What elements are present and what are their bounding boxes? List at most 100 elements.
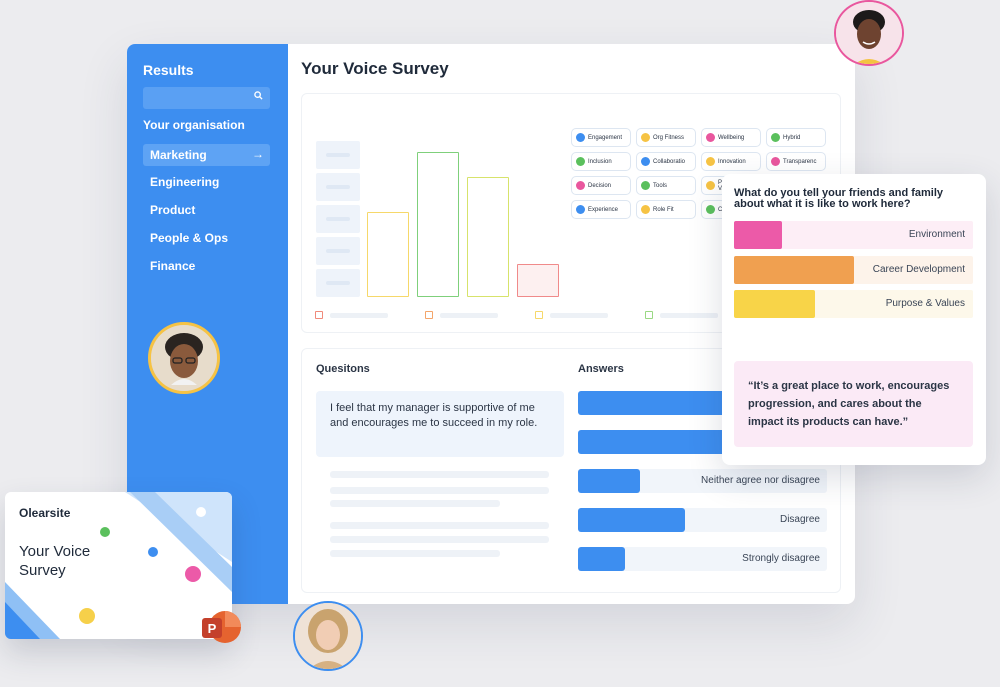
- friends-question-text: What do you tell your friends and family…: [734, 187, 944, 210]
- avatar: [148, 322, 220, 394]
- category-icon: [706, 157, 715, 166]
- theme-bar-fill: [734, 256, 854, 284]
- presentation-card[interactable]: Olearsite Your Voice Survey: [5, 492, 232, 639]
- sidebar-item-label: Product: [150, 203, 196, 217]
- answer-row[interactable]: Neither agree nor disagree: [578, 469, 827, 493]
- placeholder-line: [330, 550, 500, 557]
- placeholder-line: [330, 487, 549, 494]
- theme-row: Environment: [734, 221, 973, 249]
- quote-card: “It’s a great place to work, encourages …: [734, 361, 973, 447]
- category-label: Hybrid: [783, 134, 801, 141]
- theme-row: Purpose & Values: [734, 290, 973, 318]
- category-chip[interactable]: Experience: [571, 200, 631, 219]
- category-icon: [706, 205, 715, 214]
- sidebar-item-label: Marketing: [150, 148, 207, 162]
- axis-tick-placeholder: [316, 269, 360, 297]
- chart-bar[interactable]: [417, 152, 459, 297]
- chart-bar[interactable]: [517, 264, 559, 297]
- legend-swatch: [645, 311, 653, 319]
- sidebar: Results Your organisation Marketing → En…: [127, 44, 288, 604]
- sidebar-item-label: People & Ops: [150, 231, 229, 245]
- category-chip[interactable]: Decision: [571, 176, 631, 195]
- answer-bar-fill: [578, 508, 686, 532]
- category-icon: [641, 205, 650, 214]
- category-label: Inclusion: [588, 158, 612, 165]
- axis-tick-placeholder: [316, 237, 360, 265]
- category-icon: [576, 157, 585, 166]
- sidebar-item-marketing[interactable]: Marketing →: [143, 144, 270, 166]
- category-label: Innovation: [718, 158, 746, 165]
- legend-label-placeholder: [550, 313, 608, 318]
- legend-label-placeholder: [660, 313, 718, 318]
- answer-bar-fill: [578, 469, 641, 493]
- question-card[interactable]: I feel that my manager is supportive of …: [316, 391, 564, 457]
- category-label: Wellbeing: [718, 134, 745, 141]
- legend-label-placeholder: [330, 313, 388, 318]
- avatar: [293, 601, 363, 671]
- answer-label: Disagree: [779, 514, 820, 525]
- sidebar-org-heading: Your organisation: [143, 118, 245, 132]
- category-chip[interactable]: Wellbeing: [701, 128, 761, 147]
- category-icon: [641, 133, 650, 142]
- category-chip[interactable]: Transparenc: [766, 152, 826, 171]
- legend-swatch: [425, 311, 433, 319]
- category-icon: [706, 181, 715, 190]
- powerpoint-letter: P: [208, 621, 217, 636]
- category-chip[interactable]: Role Fit: [636, 200, 696, 219]
- placeholder-line: [330, 500, 500, 507]
- category-label: Decision: [588, 182, 612, 189]
- sidebar-item-label: Engineering: [150, 175, 220, 189]
- category-chip[interactable]: Innovation: [701, 152, 761, 171]
- answer-row[interactable]: Strongly disagree: [578, 547, 827, 571]
- answers-header: Answers: [578, 363, 624, 375]
- sidebar-item-product[interactable]: Product: [143, 199, 270, 221]
- category-icon: [576, 181, 585, 190]
- placeholder-line: [330, 536, 549, 543]
- category-label: Org Fitness: [653, 134, 685, 141]
- category-icon: [706, 133, 715, 142]
- category-icon: [576, 205, 585, 214]
- legend-label-placeholder: [440, 313, 498, 318]
- search-icon[interactable]: [254, 91, 263, 103]
- legend-swatch: [315, 311, 323, 319]
- answer-row[interactable]: Disagree: [578, 508, 827, 532]
- sidebar-item-people-ops[interactable]: People & Ops: [143, 227, 270, 249]
- category-label: Transparenc: [783, 158, 817, 165]
- legend-swatch: [535, 311, 543, 319]
- sidebar-item-engineering[interactable]: Engineering: [143, 171, 270, 193]
- axis-tick-placeholder: [316, 173, 360, 201]
- answer-bar-fill: [578, 547, 626, 571]
- questions-header: Quesitons: [316, 363, 370, 375]
- sidebar-item-finance[interactable]: Finance: [143, 255, 270, 277]
- category-label: Engagement: [588, 134, 623, 141]
- category-icon: [641, 157, 650, 166]
- category-chip[interactable]: Hybrid: [766, 128, 826, 147]
- deck-brand: Olearsite: [19, 506, 71, 520]
- axis-tick-placeholder: [316, 205, 360, 233]
- category-label: Tools: [653, 182, 668, 189]
- category-chip[interactable]: Inclusion: [571, 152, 631, 171]
- deck-title: Your Voice Survey: [19, 543, 91, 579]
- answer-label: Neither agree nor disagree: [701, 475, 820, 486]
- category-chip[interactable]: Collaboratio: [636, 152, 696, 171]
- category-icon: [771, 133, 780, 142]
- chart-bar[interactable]: [367, 212, 409, 297]
- arrow-right-icon: →: [252, 147, 264, 161]
- page-title: Your Voice Survey: [301, 59, 449, 78]
- axis-tick-placeholder: [316, 141, 360, 169]
- theme-label: Purpose & Values: [885, 298, 965, 309]
- theme-row: Career Development: [734, 256, 973, 284]
- theme-bar-fill: [734, 221, 782, 249]
- theme-bar-fill: [734, 290, 816, 318]
- category-chip[interactable]: Org Fitness: [636, 128, 696, 147]
- category-chip[interactable]: Tools: [636, 176, 696, 195]
- theme-label: Career Development: [872, 264, 965, 275]
- sidebar-search-input[interactable]: [143, 87, 270, 109]
- category-icon: [576, 133, 585, 142]
- deck-decoration: [5, 492, 232, 639]
- answer-label: Strongly disagree: [742, 553, 820, 564]
- chart-bar[interactable]: [467, 177, 509, 297]
- powerpoint-icon[interactable]: P: [201, 610, 241, 644]
- theme-label: Environment: [908, 229, 965, 240]
- category-chip[interactable]: Engagement: [571, 128, 631, 147]
